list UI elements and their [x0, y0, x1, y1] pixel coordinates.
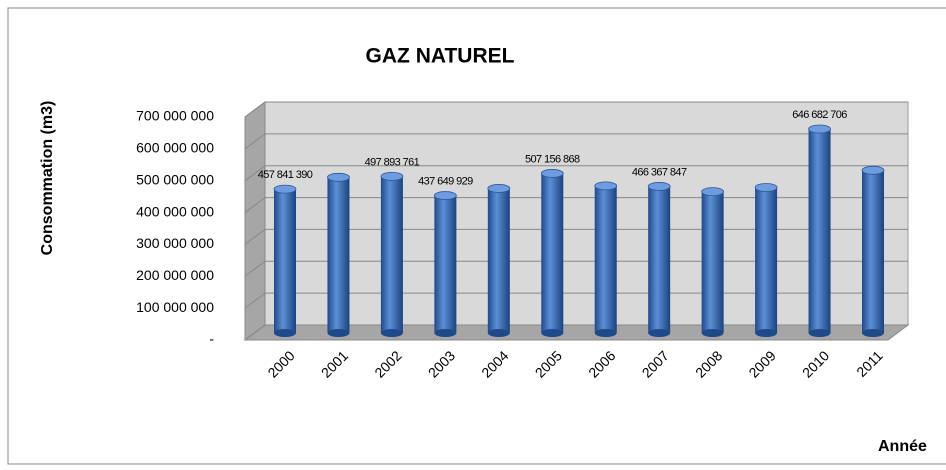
y-tick-label: -	[209, 331, 214, 347]
y-tick-label: 400 000 000	[136, 203, 214, 219]
y-tick-label: 600 000 000	[136, 140, 214, 156]
grid-line	[244, 165, 266, 182]
bar-top	[701, 187, 725, 197]
bar	[648, 186, 671, 333]
bar	[701, 191, 724, 333]
bar-top	[647, 182, 671, 191]
bar-top	[380, 171, 404, 181]
value-label: 457 841 390	[258, 169, 313, 181]
bar	[487, 188, 510, 333]
y-tick-label: 300 000 000	[136, 235, 214, 251]
bar-base	[274, 329, 296, 337]
value-label: 466 367 847	[632, 166, 687, 178]
grid-line	[244, 133, 266, 150]
bar-top	[273, 184, 297, 194]
bar-base	[808, 329, 831, 337]
bar-top	[540, 169, 564, 178]
grid-line	[244, 197, 266, 213]
bar-base	[701, 329, 724, 337]
bar-base	[327, 329, 350, 337]
y-tick-label: 500 000 000	[136, 171, 214, 187]
bar	[594, 185, 617, 333]
bar-base	[755, 329, 778, 337]
bar	[434, 195, 457, 333]
bar	[274, 189, 296, 333]
grid-line	[244, 260, 266, 277]
bar	[327, 177, 350, 333]
bar-base	[380, 329, 403, 337]
value-label: 437 649 929	[418, 175, 473, 187]
grid-line	[244, 101, 266, 118]
bar-base	[594, 329, 617, 337]
bar-top	[433, 191, 457, 200]
bar-top	[327, 172, 350, 182]
bar-base	[862, 329, 884, 337]
bar	[755, 187, 778, 333]
x-axis-title: Année	[878, 438, 927, 455]
bar-base	[434, 329, 457, 337]
y-axis-title: Consommation (m3)	[39, 101, 56, 256]
y-tick-label: 700 000 000	[136, 108, 214, 124]
value-label: 507 156 868	[525, 153, 580, 165]
value-label: 646 682 706	[792, 109, 847, 121]
bar-top	[487, 184, 511, 193]
bar	[808, 128, 831, 333]
value-label: 497 893 761	[365, 156, 420, 168]
bar	[862, 170, 884, 333]
bar-top	[808, 124, 831, 134]
y-tick-label: 100 000 000	[136, 299, 214, 315]
bar-base	[541, 329, 564, 337]
bar-top	[754, 183, 778, 192]
grid-line	[244, 229, 266, 245]
bar	[380, 176, 403, 333]
bar-base	[487, 329, 510, 337]
grid-line	[244, 292, 266, 309]
grid-line	[244, 324, 266, 341]
bar-top	[594, 181, 618, 191]
bar	[541, 173, 564, 333]
bar-top	[861, 165, 885, 175]
bar-base	[648, 329, 671, 337]
side-wall	[244, 101, 266, 341]
chart-title: GAZ NATUREL	[366, 45, 515, 68]
y-tick-label: 200 000 000	[136, 267, 214, 283]
